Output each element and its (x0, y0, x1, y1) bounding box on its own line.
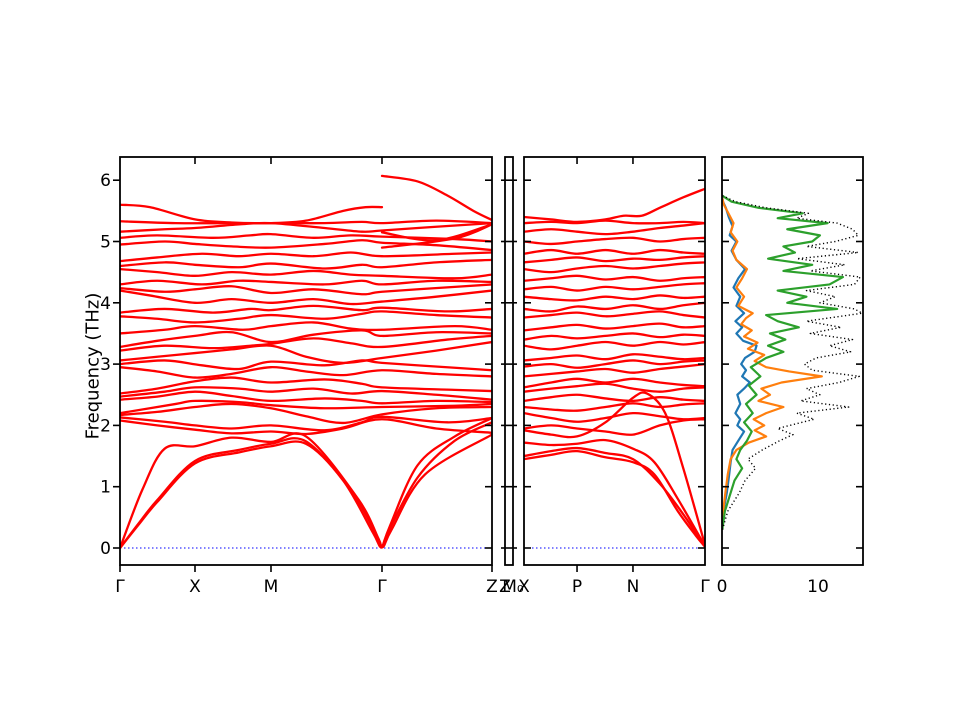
phonon-band-curve (120, 203, 384, 225)
phonon-dos-plot-area (722, 194, 863, 530)
phonon-band-curve (524, 294, 705, 302)
xtick-label: M (264, 577, 279, 597)
xtick-label: Γ (377, 577, 387, 597)
xtick-label: Z (486, 577, 498, 597)
phonon-band-curve (380, 223, 492, 249)
phonon-band-curve (524, 255, 705, 264)
phonon-band-curve (120, 390, 492, 405)
phonon-band-curve (524, 411, 705, 423)
phonon-band-curve (524, 353, 705, 362)
phonon-band-curve (524, 446, 705, 548)
xtick-label: P (572, 577, 582, 597)
phonon-band-curve (120, 399, 492, 415)
phonon-band-curve (524, 187, 705, 224)
band-structure-left-axes: 0 1 2 3 4 5 6 Γ X M Γ Z (100, 156, 498, 597)
phonon-band-curve (120, 283, 492, 296)
phonon-band-curve (120, 267, 492, 280)
phonon-band-curve (120, 304, 492, 314)
phonon-band-curve (524, 274, 705, 282)
phonon-band-curve (524, 219, 705, 225)
ytick-label: 1 (100, 478, 111, 498)
phonon-band-curve (120, 386, 492, 401)
phonon-band-curve (524, 248, 705, 255)
phonon-band-curve (524, 340, 705, 351)
phonon-band-curve (524, 359, 705, 369)
band-structure-left-frame (119, 156, 493, 566)
phonon-band-curve (120, 258, 492, 270)
band-structure-bridge-axes: ZM₀ (499, 156, 524, 597)
phonon-band-curve (524, 310, 705, 319)
xtick-label: 0 (717, 577, 728, 597)
phonon-band-curve (524, 391, 705, 547)
phonon-band-curve (120, 376, 492, 395)
phonon-band-curve (524, 261, 705, 274)
phonon-band-curve (524, 382, 705, 393)
xtick-label: Z (499, 577, 511, 597)
phonon-band-curve (120, 433, 492, 550)
xtick-label: X (518, 577, 530, 597)
ytick-label: 3 (100, 355, 111, 375)
band-structure-bridge-frame (504, 156, 514, 566)
phonon-band-curve (524, 362, 705, 378)
phonon-band-curve (524, 402, 705, 412)
phonon-band-curve (524, 322, 705, 332)
pdos-3-curve (722, 194, 845, 530)
pdos-2-curve (722, 197, 823, 530)
ytick-label: 0 (100, 539, 111, 559)
phonon-band-curve (120, 415, 492, 432)
phonon-band-curve (524, 449, 705, 548)
phonon-band-curve (120, 321, 492, 335)
y-axis-title: Frequency (THz) (82, 292, 104, 440)
xtick-label: X (189, 577, 201, 597)
phonon-band-curve (120, 310, 492, 324)
phonon-band-curve (120, 402, 492, 425)
phonon-band-curve (120, 366, 492, 379)
phonon-band-curve (524, 221, 705, 236)
phonon-band-curve (524, 438, 705, 548)
phonon-band-curve (380, 174, 492, 222)
phonon-band-curve (120, 416, 492, 550)
xtick-label: 10 (807, 577, 829, 597)
phonon-band-curve (524, 377, 705, 389)
phonon-band-curve (120, 232, 492, 243)
xtick-label: Γ (700, 577, 710, 597)
phonon-band-curve (524, 282, 705, 292)
phonon-band-curve (120, 219, 492, 225)
phonon-dos-frame (721, 156, 864, 566)
xtick-label: N (627, 577, 640, 597)
phonon-band-curve (120, 251, 492, 263)
phonon-band-curve (120, 359, 492, 372)
phonon-band-curve (120, 279, 492, 286)
ytick-label: 4 (100, 294, 111, 314)
phonon-band-curve (524, 418, 705, 436)
phonon-dos-axes: 0 10 (717, 156, 864, 597)
xtick-label: Γ (115, 577, 125, 597)
phonon-band-curve (120, 340, 492, 365)
phonon-band-curve (120, 221, 492, 233)
ytick-label: 6 (100, 171, 111, 191)
band-structure-right-frame (523, 156, 706, 566)
phonon-band-curve (120, 421, 492, 550)
phonon-band-curve (524, 236, 705, 246)
phonon-band-curve (120, 334, 492, 352)
band-structure-right-plot-area (524, 187, 705, 549)
ytick-label: 5 (100, 233, 111, 253)
phonon-band-curve (524, 393, 705, 403)
band-structure-left-plot-area (120, 174, 492, 550)
phonon-band-curve (120, 329, 492, 349)
xtick-label: M₀ (502, 577, 524, 597)
phonon-band-curve (120, 289, 492, 306)
phonon-band-curve (524, 332, 705, 341)
phonon-band-curve (120, 418, 492, 436)
phonon-band-curve (524, 301, 705, 313)
ytick-label: 2 (100, 416, 111, 436)
